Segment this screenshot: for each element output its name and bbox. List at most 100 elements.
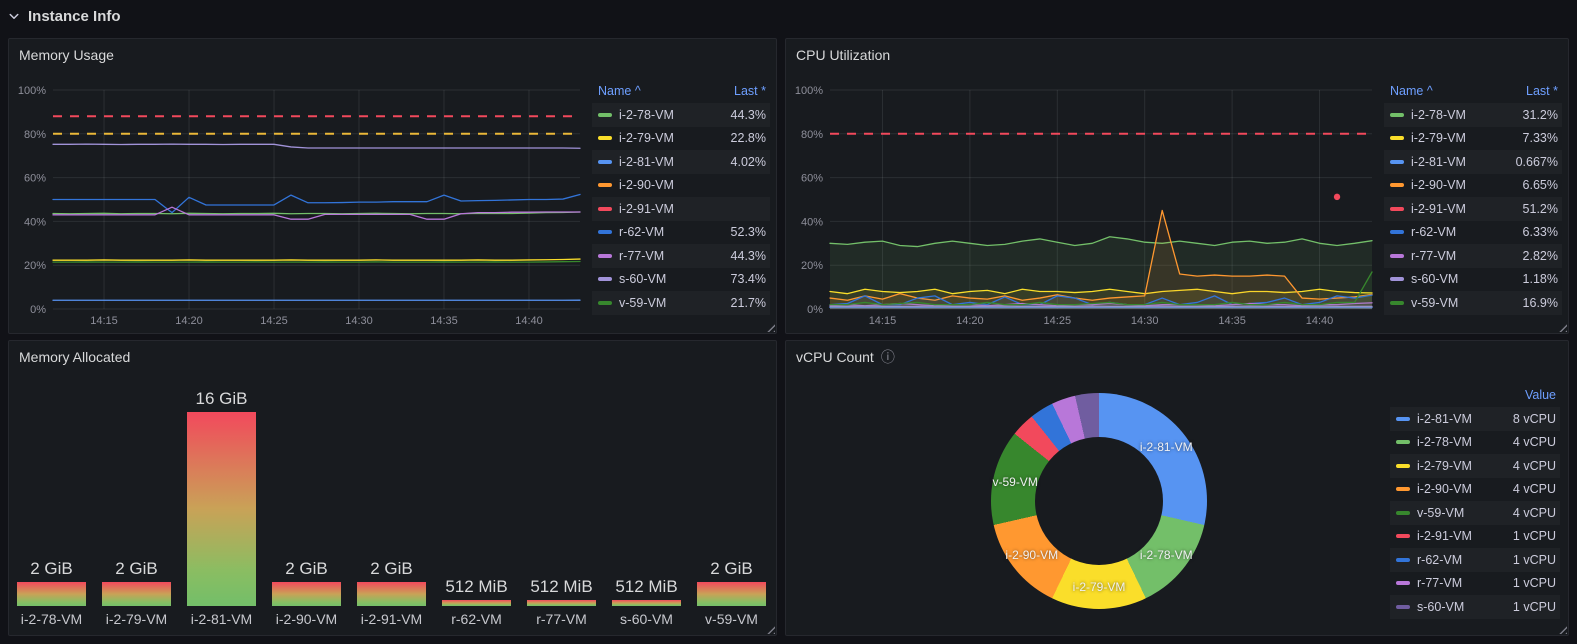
bar-category-label: i-2-81-VM xyxy=(190,611,253,627)
legend-row[interactable]: s-60-VM 1.18% xyxy=(1384,268,1562,292)
svg-text:14:35: 14:35 xyxy=(430,315,458,327)
series-color-swatch xyxy=(1390,253,1404,258)
dashboard-row-header[interactable]: Instance Info xyxy=(8,0,121,32)
series-value: 1.18% xyxy=(1522,272,1558,287)
row-title: Instance Info xyxy=(28,7,121,25)
legend-row[interactable]: i-2-91-VM xyxy=(592,197,770,221)
legend-row[interactable]: i-2-90-VM 6.65% xyxy=(1384,174,1562,198)
legend-row[interactable]: s-60-VM 1 vCPU xyxy=(1390,595,1560,619)
series-color-swatch xyxy=(598,159,612,164)
legend-row[interactable]: i-2-81-VM 8 vCPU xyxy=(1390,407,1560,431)
legend-value-sort-header[interactable]: Last * xyxy=(734,84,766,98)
memory-usage-chart[interactable]: 0% 20% 40% 60% 80% 100% 14:15 14:20 14:25 14:30 14… xyxy=(11,81,588,329)
bar-value-label: 512 MiB xyxy=(530,576,593,596)
bar xyxy=(697,581,766,606)
series-color-swatch xyxy=(1396,510,1410,515)
series-color-swatch xyxy=(1396,604,1410,609)
svg-text:100%: 100% xyxy=(795,85,823,97)
legend-row[interactable]: r-77-VM 44.3% xyxy=(592,244,770,268)
legend-value-sort-header[interactable]: Last * xyxy=(1526,84,1558,98)
legend-row[interactable]: v-59-VM 16.9% xyxy=(1384,291,1562,315)
legend-row[interactable]: s-60-VM 73.4% xyxy=(592,268,770,292)
series-name: s-60-VM xyxy=(1417,599,1465,614)
legend-row[interactable]: i-2-91-VM 51.2% xyxy=(1384,197,1562,221)
svg-text:80%: 80% xyxy=(24,129,46,141)
series-value: 21.7% xyxy=(730,295,766,310)
bar-column: 2 GiB i-2-79-VM xyxy=(102,385,171,629)
series-value: 73.4% xyxy=(730,272,766,287)
panel-memory-allocated-title[interactable]: Memory Allocated xyxy=(19,349,130,365)
legend-row[interactable]: r-62-VM 6.33% xyxy=(1384,221,1562,245)
legend-name-sort-header[interactable]: Name ^ xyxy=(598,84,641,98)
bar-column: 2 GiB v-59-VM xyxy=(697,385,766,629)
panel-title-text: Memory Allocated xyxy=(19,349,131,365)
series-value: 44.3% xyxy=(730,248,766,263)
svg-text:60%: 60% xyxy=(24,173,46,185)
series-value: 6.65% xyxy=(1522,178,1558,193)
bar-category-label: s-60-VM xyxy=(620,611,673,627)
panel-resize-handle[interactable] xyxy=(764,321,775,332)
series-color-swatch xyxy=(1390,183,1404,188)
series-name: i-2-91-VM xyxy=(1417,529,1472,544)
panel-resize-handle[interactable] xyxy=(764,623,775,634)
legend-row[interactable]: i-2-90-VM 4 vCPU xyxy=(1390,478,1560,502)
legend-row[interactable]: i-2-81-VM 4.02% xyxy=(592,150,770,174)
legend-row[interactable]: i-2-90-VM xyxy=(592,174,770,198)
bar-column: 512 MiB s-60-VM xyxy=(612,385,681,629)
svg-text:20%: 20% xyxy=(801,260,823,272)
legend-row[interactable]: i-2-79-VM 7.33% xyxy=(1384,127,1562,151)
legend-row[interactable]: i-2-79-VM 22.8% xyxy=(592,127,770,151)
series-value: 16.9% xyxy=(1522,295,1558,310)
series-color-swatch xyxy=(1396,487,1410,492)
svg-text:100%: 100% xyxy=(18,85,46,97)
pie-slice-label: i-2-79-VM xyxy=(1072,580,1126,594)
memory-allocated-bar-chart: 2 GiB i-2-78-VM 2 GiB i-2-79-VM 16 GiB i-2-81… xyxy=(17,385,766,629)
legend-row[interactable]: i-2-81-VM 0.667% xyxy=(1384,150,1562,174)
legend-row[interactable]: i-2-78-VM 4 vCPU xyxy=(1390,431,1560,455)
bar xyxy=(102,581,171,606)
chevron-down-icon[interactable] xyxy=(8,10,20,22)
legend-row[interactable]: r-62-VM 1 vCPU xyxy=(1390,548,1560,572)
pie-slice-label: i-2-78-VM xyxy=(1139,547,1193,562)
series-name: r-62-VM xyxy=(1417,552,1463,567)
legend-row[interactable]: i-2-78-VM 31.2% xyxy=(1384,103,1562,127)
series-color-swatch xyxy=(598,206,612,211)
series-value: 4 vCPU xyxy=(1512,435,1556,450)
svg-text:40%: 40% xyxy=(801,216,823,228)
series-color-swatch xyxy=(1390,159,1404,164)
panel-resize-handle[interactable] xyxy=(1556,623,1567,634)
bar-value-label: 2 GiB xyxy=(285,558,328,578)
series-color-swatch xyxy=(1396,581,1410,586)
series-name: r-62-VM xyxy=(619,225,665,240)
legend-row[interactable]: r-77-VM 1 vCPU xyxy=(1390,572,1560,596)
series-name: i-2-79-VM xyxy=(1411,131,1466,146)
cpu-utilization-chart[interactable]: 0% 20% 40% 60% 80% 100% 14:15 14:20 14:25 14:30 14… xyxy=(788,81,1380,329)
panel-memory-usage-title[interactable]: Memory Usage xyxy=(19,47,114,63)
series-name: r-77-VM xyxy=(1411,248,1457,263)
legend-row[interactable]: i-2-91-VM 1 vCPU xyxy=(1390,525,1560,549)
svg-text:0%: 0% xyxy=(807,304,823,316)
panel-resize-handle[interactable] xyxy=(1556,321,1567,332)
panel-vcpu-count: vCPU Count ⓘ i-2-81-VM i-2-78-VM i-2-79-VM… xyxy=(785,340,1569,636)
legend-value-sort-header[interactable]: Value xyxy=(1524,388,1556,402)
legend-name-sort-header[interactable]: Name ^ xyxy=(1390,84,1433,98)
legend-row[interactable]: i-2-78-VM 44.3% xyxy=(592,103,770,127)
legend-row[interactable]: r-77-VM 2.82% xyxy=(1384,244,1562,268)
bar-category-label: i-2-78-VM xyxy=(20,611,83,627)
series-value: 1 vCPU xyxy=(1512,529,1556,544)
legend-row[interactable]: v-59-VM 21.7% xyxy=(592,291,770,315)
bar-value-label: 512 MiB xyxy=(615,576,678,596)
legend-row[interactable]: r-62-VM 52.3% xyxy=(592,221,770,245)
svg-text:14:40: 14:40 xyxy=(515,315,543,327)
legend-row[interactable]: v-59-VM 4 vCPU xyxy=(1390,501,1560,525)
bar-column: 2 GiB i-2-78-VM xyxy=(17,385,86,629)
panel-cpu-utilization: CPU Utilization 0% 20% 40% 60% 80% 100% 14:15 1… xyxy=(785,38,1569,334)
svg-text:14:25: 14:25 xyxy=(260,315,288,327)
series-value: 44.3% xyxy=(730,107,766,122)
panel-vcpu-count-title[interactable]: vCPU Count ⓘ xyxy=(796,349,895,365)
info-icon[interactable]: ⓘ xyxy=(880,349,895,365)
series-value: 2.82% xyxy=(1522,248,1558,263)
panel-cpu-utilization-title[interactable]: CPU Utilization xyxy=(796,47,890,63)
legend-row[interactable]: i-2-79-VM 4 vCPU xyxy=(1390,454,1560,478)
series-value: 4 vCPU xyxy=(1512,482,1556,497)
